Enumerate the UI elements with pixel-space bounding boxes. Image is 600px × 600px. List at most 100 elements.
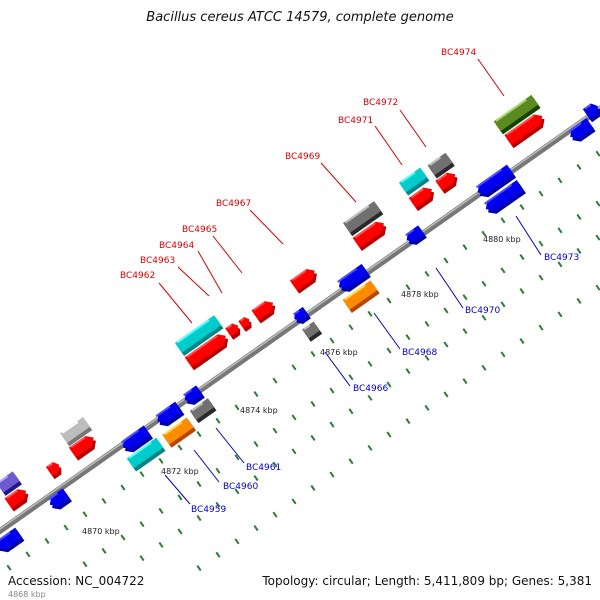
leader-line bbox=[193, 449, 220, 483]
tick-mark bbox=[557, 177, 563, 184]
feature-bc4969-gray[interactable] bbox=[343, 201, 384, 237]
tick-mark bbox=[291, 364, 297, 371]
leader-line bbox=[435, 267, 464, 309]
feature-bc4962[interactable] bbox=[184, 331, 232, 371]
feature-bc4971-cyan-body bbox=[398, 167, 428, 193]
feature-bc4968-blue[interactable] bbox=[335, 263, 371, 295]
feature-bc4974-olive[interactable] bbox=[493, 94, 541, 135]
gene-label-BC4966[interactable]: BC4966 bbox=[353, 384, 388, 394]
leader-line bbox=[212, 235, 243, 274]
feature-left-blue2[interactable] bbox=[0, 527, 25, 556]
tick-mark bbox=[253, 475, 259, 482]
gene-label-BC4968[interactable]: BC4968 bbox=[402, 348, 437, 358]
gene-label-BC4961[interactable]: BC4961 bbox=[246, 463, 281, 473]
tick-mark bbox=[234, 454, 240, 461]
tick-mark bbox=[101, 547, 107, 554]
feature-bc4967[interactable] bbox=[289, 266, 320, 294]
tick-mark bbox=[386, 381, 392, 388]
feature-bc4961-blue[interactable] bbox=[181, 385, 205, 408]
feature-left-gray[interactable] bbox=[60, 417, 93, 447]
leader-line bbox=[158, 282, 193, 324]
gene-label-BC4971[interactable]: BC4971 bbox=[338, 116, 373, 126]
feature-left-purple[interactable] bbox=[0, 471, 22, 496]
feature-bc4971[interactable] bbox=[408, 184, 438, 212]
leader-line bbox=[320, 162, 357, 203]
tick-label-4874: 4874 kbp bbox=[240, 406, 278, 415]
leader-line bbox=[215, 427, 245, 464]
feature-bc4970-body bbox=[406, 225, 425, 242]
feature-left-red3[interactable] bbox=[4, 486, 32, 512]
feature-bc4959-highlight bbox=[128, 441, 152, 459]
feature-bc4960-blue[interactable] bbox=[154, 401, 185, 430]
gene-label-BC4969[interactable]: BC4969 bbox=[285, 152, 320, 162]
tick-mark bbox=[234, 404, 240, 411]
feature-bc4962-cyan[interactable] bbox=[174, 315, 224, 356]
tick-mark bbox=[481, 280, 487, 287]
tick-mark bbox=[367, 394, 373, 401]
feature-bc4972-gray[interactable] bbox=[427, 152, 455, 179]
tick-mark bbox=[196, 431, 202, 438]
feature-bc4969-gray-body bbox=[343, 201, 381, 233]
feature-bc4974[interactable] bbox=[504, 111, 548, 149]
gene-label-BC4967[interactable]: BC4967 bbox=[216, 199, 251, 209]
gene-label-BC4959[interactable]: BC4959 bbox=[191, 505, 226, 515]
feature-bc4960[interactable] bbox=[162, 417, 197, 448]
tick-mark bbox=[139, 471, 145, 478]
feature-left-blue[interactable] bbox=[46, 488, 72, 513]
feature-left-red[interactable] bbox=[68, 433, 99, 461]
feature-bc4965[interactable] bbox=[251, 298, 279, 324]
feature-bc4962-cyan-body bbox=[174, 315, 222, 353]
feature-bc4966[interactable] bbox=[302, 321, 323, 342]
feature-bc4966-blue-body bbox=[294, 306, 309, 321]
gene-label-BC4962[interactable]: BC4962 bbox=[120, 271, 155, 281]
feature-bc4966-body bbox=[302, 321, 320, 339]
tick-mark bbox=[519, 338, 525, 345]
feature-bc4959-blue[interactable] bbox=[119, 425, 154, 455]
feature-left-red2[interactable] bbox=[45, 460, 64, 480]
tick-mark bbox=[500, 267, 506, 274]
gene-label-BC4972[interactable]: BC4972 bbox=[363, 98, 398, 108]
feature-bc4971-cyan[interactable] bbox=[398, 167, 430, 196]
feature-bc4966-blue[interactable] bbox=[291, 306, 311, 327]
feature-bc4973b-body bbox=[477, 164, 514, 194]
feature-bc4973b[interactable] bbox=[474, 164, 517, 201]
tick-rows bbox=[6, 150, 600, 572]
feature-bc4963[interactable] bbox=[225, 321, 243, 340]
tick-label-4870: 4870 kbp bbox=[82, 527, 120, 536]
feature-bc4965-highlight bbox=[253, 301, 265, 311]
feature-bc4961-blue-body bbox=[184, 385, 203, 402]
gene-label-BC4970[interactable]: BC4970 bbox=[465, 306, 500, 316]
tick-mark bbox=[310, 350, 316, 357]
feature-bc4964[interactable] bbox=[238, 315, 254, 332]
feature-bc4970[interactable] bbox=[403, 225, 427, 248]
feature-bc4972[interactable] bbox=[435, 169, 461, 194]
gene-label-BC4974[interactable]: BC4974 bbox=[441, 48, 476, 58]
tick-mark bbox=[538, 240, 544, 247]
tick-mark bbox=[253, 441, 259, 448]
tick-mark bbox=[272, 461, 278, 468]
tick-mark bbox=[424, 354, 430, 361]
feature-left-blue2-highlight bbox=[0, 531, 11, 544]
gene-label-BC4973[interactable]: BC4973 bbox=[544, 253, 579, 263]
feature-bc4974-highlight bbox=[506, 115, 535, 136]
feature-bc4959[interactable] bbox=[126, 437, 166, 472]
feature-right-blue[interactable] bbox=[567, 118, 596, 145]
feature-bc4968-blue-highlight bbox=[337, 267, 358, 283]
feature-bc4973[interactable] bbox=[482, 180, 526, 217]
gene-label-BC4965[interactable]: BC4965 bbox=[182, 225, 217, 235]
feature-bc4968[interactable] bbox=[342, 280, 380, 313]
gene-label-BC4960[interactable]: BC4960 bbox=[223, 482, 258, 492]
tick-mark bbox=[177, 494, 183, 501]
leader-line bbox=[177, 266, 210, 297]
feature-bc4968-body bbox=[342, 280, 378, 310]
tick-mark bbox=[272, 427, 278, 434]
feature-bc4966-blue-highlight bbox=[293, 309, 300, 316]
genome-stats-text: Topology: circular; Length: 5,411,809 bp… bbox=[262, 574, 592, 588]
feature-right-edge[interactable] bbox=[582, 101, 600, 123]
tick-mark bbox=[576, 297, 582, 304]
feature-bc4969[interactable] bbox=[352, 218, 390, 251]
gene-label-BC4964[interactable]: BC4964 bbox=[159, 241, 194, 251]
feature-bc4961[interactable] bbox=[189, 398, 217, 424]
tick-mark bbox=[82, 511, 88, 518]
gene-label-BC4963[interactable]: BC4963 bbox=[140, 256, 175, 266]
